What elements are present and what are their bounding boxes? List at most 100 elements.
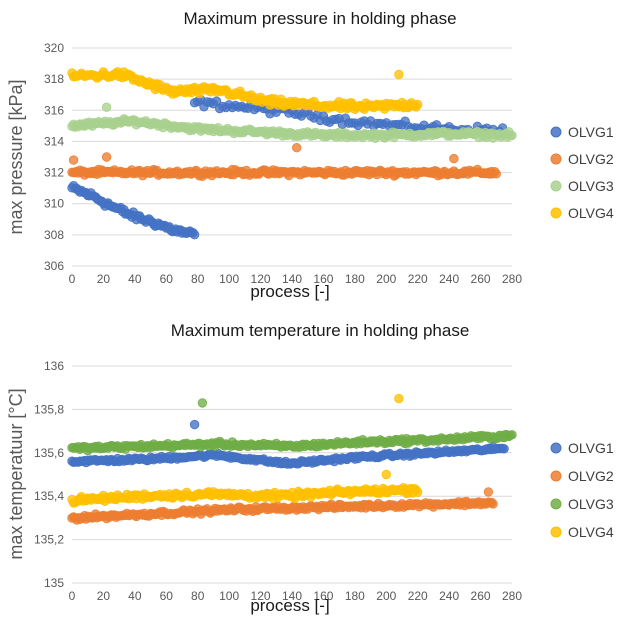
data-point xyxy=(189,229,200,240)
data-point xyxy=(483,487,494,497)
x-tick-label: 20 xyxy=(97,589,111,603)
series-OLVG4 xyxy=(67,67,423,115)
data-point xyxy=(189,419,200,430)
x-tick-label: 260 xyxy=(471,272,491,286)
chart-1: 306 308 310 312 314 316 318 320 0 20 40 60 80 100 120 1… xyxy=(6,9,614,301)
x-tick-label: 200 xyxy=(376,272,396,286)
legend-label: OLVG1 xyxy=(568,124,614,140)
plot-background xyxy=(72,366,512,583)
x-tick-label: 0 xyxy=(69,589,76,603)
legend-marker xyxy=(550,207,562,219)
series-OLVG3 xyxy=(67,102,517,144)
legend-label: OLVG4 xyxy=(568,524,614,540)
legend-label: OLVG3 xyxy=(568,178,614,194)
chart-title: Maximum pressure in holding phase xyxy=(183,9,456,28)
x-tick-label: 100 xyxy=(219,272,239,286)
data-point xyxy=(488,499,498,509)
data-point xyxy=(101,152,112,162)
legend-label: OLVG2 xyxy=(568,468,614,484)
legend-label: OLVG1 xyxy=(568,440,614,456)
x-tick-label: 280 xyxy=(502,272,522,286)
x-tick-label: 140 xyxy=(282,589,302,603)
legend: OLVG1 OLVG2 OLVG3 OLVG4 xyxy=(550,124,614,221)
data-point xyxy=(507,130,517,141)
y-axis-label: max pressure [kPa] xyxy=(6,79,26,234)
x-axis-label: process [-] xyxy=(250,282,329,301)
x-tick-label: 240 xyxy=(439,272,459,286)
y-tick-label: 135,4 xyxy=(34,489,64,503)
legend-marker xyxy=(550,498,562,510)
x-tick-label: 120 xyxy=(251,589,271,603)
series-OLVG2 xyxy=(67,142,502,182)
y-tick-label: 135,2 xyxy=(34,533,64,547)
data-point xyxy=(101,102,112,112)
x-tick-label: 100 xyxy=(219,589,239,603)
data-point xyxy=(491,169,502,179)
chart-2: 135 135,2 135,4 135,6 135,8 136 0 20 40 60 80 100 12… xyxy=(6,321,614,615)
y-tick-label: 308 xyxy=(44,228,64,242)
x-tick-label: 80 xyxy=(191,589,205,603)
x-tick-label: 0 xyxy=(69,272,76,286)
series-OLVG1 xyxy=(67,419,509,469)
data-point xyxy=(292,142,302,153)
x-tick-label: 180 xyxy=(345,589,365,603)
chart-title: Maximum temperature in holding phase xyxy=(171,321,470,340)
y-tick-label: 320 xyxy=(44,41,64,55)
legend-label: OLVG3 xyxy=(568,496,614,512)
legend-marker xyxy=(550,470,562,482)
x-tick-label: 200 xyxy=(376,589,396,603)
y-tick-label: 135,6 xyxy=(34,446,64,460)
data-point xyxy=(507,430,517,440)
data-point xyxy=(394,69,404,80)
legend-marker xyxy=(550,180,562,192)
y-tick-label: 318 xyxy=(44,72,64,86)
x-tick-label: 60 xyxy=(160,272,174,286)
data-point xyxy=(394,393,404,404)
x-tick-label: 160 xyxy=(313,589,333,603)
x-tick-label: 60 xyxy=(160,589,174,603)
x-tick-label: 220 xyxy=(408,589,428,603)
x-tick-label: 240 xyxy=(439,589,459,603)
x-axis-label: process [-] xyxy=(250,596,329,615)
series-OLVG1 xyxy=(67,95,508,240)
x-tick-label: 140 xyxy=(282,272,302,286)
legend-label: OLVG4 xyxy=(568,205,614,221)
legend-marker xyxy=(550,442,562,454)
x-tick-label: 120 xyxy=(251,272,271,286)
y-tick-label: 136 xyxy=(44,359,64,373)
x-tick-label: 80 xyxy=(191,272,205,286)
x-tick-label: 280 xyxy=(502,589,522,603)
y-tick-label: 312 xyxy=(44,166,64,180)
x-tick-label: 160 xyxy=(313,272,333,286)
y-axis-label: max temperatuur [°C] xyxy=(6,388,26,559)
y-tick-label: 135,8 xyxy=(34,402,64,416)
y-tick-label: 310 xyxy=(44,197,64,211)
y-tick-label: 306 xyxy=(44,259,64,273)
series-OLVG4 xyxy=(67,393,423,508)
y-tick-label: 135 xyxy=(44,576,64,590)
legend-marker xyxy=(550,153,562,165)
x-tick-label: 40 xyxy=(128,589,142,603)
y-tick-label: 314 xyxy=(44,134,64,148)
series-OLVG3 xyxy=(67,398,517,456)
data-point xyxy=(449,153,459,164)
x-tick-label: 260 xyxy=(471,589,491,603)
data-point xyxy=(381,469,392,480)
data-point xyxy=(197,398,208,408)
legend-label: OLVG2 xyxy=(568,151,614,167)
x-tick-label: 220 xyxy=(408,272,428,286)
y-tick-label: 316 xyxy=(44,103,64,117)
legend: OLVG1 OLVG2 OLVG3 OLVG4 xyxy=(550,440,614,540)
data-point xyxy=(413,99,423,110)
series-OLVG2 xyxy=(67,487,498,525)
x-tick-label: 40 xyxy=(128,272,142,286)
data-point xyxy=(499,444,509,454)
x-tick-label: 180 xyxy=(345,272,365,286)
legend-marker xyxy=(550,526,562,538)
legend-marker xyxy=(550,126,562,138)
data-point xyxy=(413,487,423,498)
data-point xyxy=(68,155,79,165)
x-tick-label: 20 xyxy=(97,272,111,286)
